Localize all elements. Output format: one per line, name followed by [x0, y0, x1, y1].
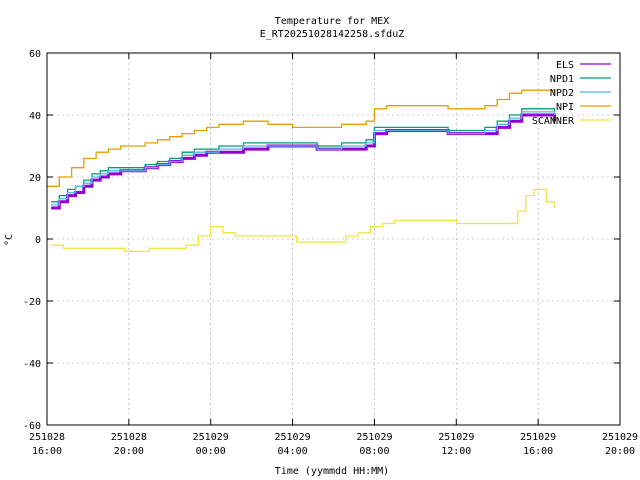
x-axis-ticks: 251028 16:00 251028 20:00 251029 00:00 251029 0…: [29, 53, 638, 457]
series-line-scanner: [51, 188, 556, 253]
chart-subtitle: E_RT20251028142258.sfduZ: [260, 29, 405, 40]
x-tick-time: 08:00: [359, 446, 389, 457]
x-tick-date: 251029: [356, 432, 392, 443]
y-tick-label: -40: [23, 359, 41, 370]
y-tick-label: -60: [23, 421, 41, 432]
x-tick-time: 00:00: [196, 446, 226, 457]
x-tick-date: 251028: [111, 432, 147, 443]
x-tick-time: 04:00: [278, 446, 308, 457]
x-tick-date: 251029: [275, 432, 311, 443]
x-tick-date: 251028: [29, 432, 65, 443]
series-line-els: [51, 113, 556, 210]
series-line-npd1: [51, 108, 556, 203]
x-tick-time: 16:00: [32, 446, 62, 457]
series-lines: [47, 89, 556, 253]
x-tick-date: 251029: [438, 432, 474, 443]
series-line-npi: [47, 89, 556, 187]
chart-title: Temperature for MEX: [275, 16, 389, 27]
x-tick-time: 16:00: [523, 446, 553, 457]
legend: ELS NPD1 NPD2 NPI SCANNER: [532, 60, 611, 127]
y-tick-label: 20: [29, 173, 41, 184]
legend-label: ELS: [556, 60, 574, 71]
legend-label: NPD1: [550, 74, 574, 85]
y-tick-label: 60: [29, 49, 41, 60]
x-tick-date: 251029: [193, 432, 229, 443]
y-axis-label: °C: [4, 234, 15, 246]
x-tick-time: 20:00: [114, 446, 144, 457]
legend-label: NPD2: [550, 88, 574, 99]
y-axis-ticks: -60 -40 -20 0 20 40 60: [23, 49, 620, 432]
x-tick-time: 12:00: [441, 446, 471, 457]
x-tick-date: 251029: [602, 432, 638, 443]
y-tick-label: 0: [35, 235, 41, 246]
legend-label: SCANNER: [532, 116, 575, 127]
legend-label: NPI: [556, 102, 574, 113]
x-tick-time: 20:00: [605, 446, 635, 457]
y-tick-label: -20: [23, 297, 41, 308]
x-axis-label: Time (yymmdd HH:MM): [275, 466, 389, 477]
y-tick-label: 40: [29, 111, 41, 122]
x-tick-date: 251029: [520, 432, 556, 443]
series-line-npd2: [51, 111, 556, 206]
